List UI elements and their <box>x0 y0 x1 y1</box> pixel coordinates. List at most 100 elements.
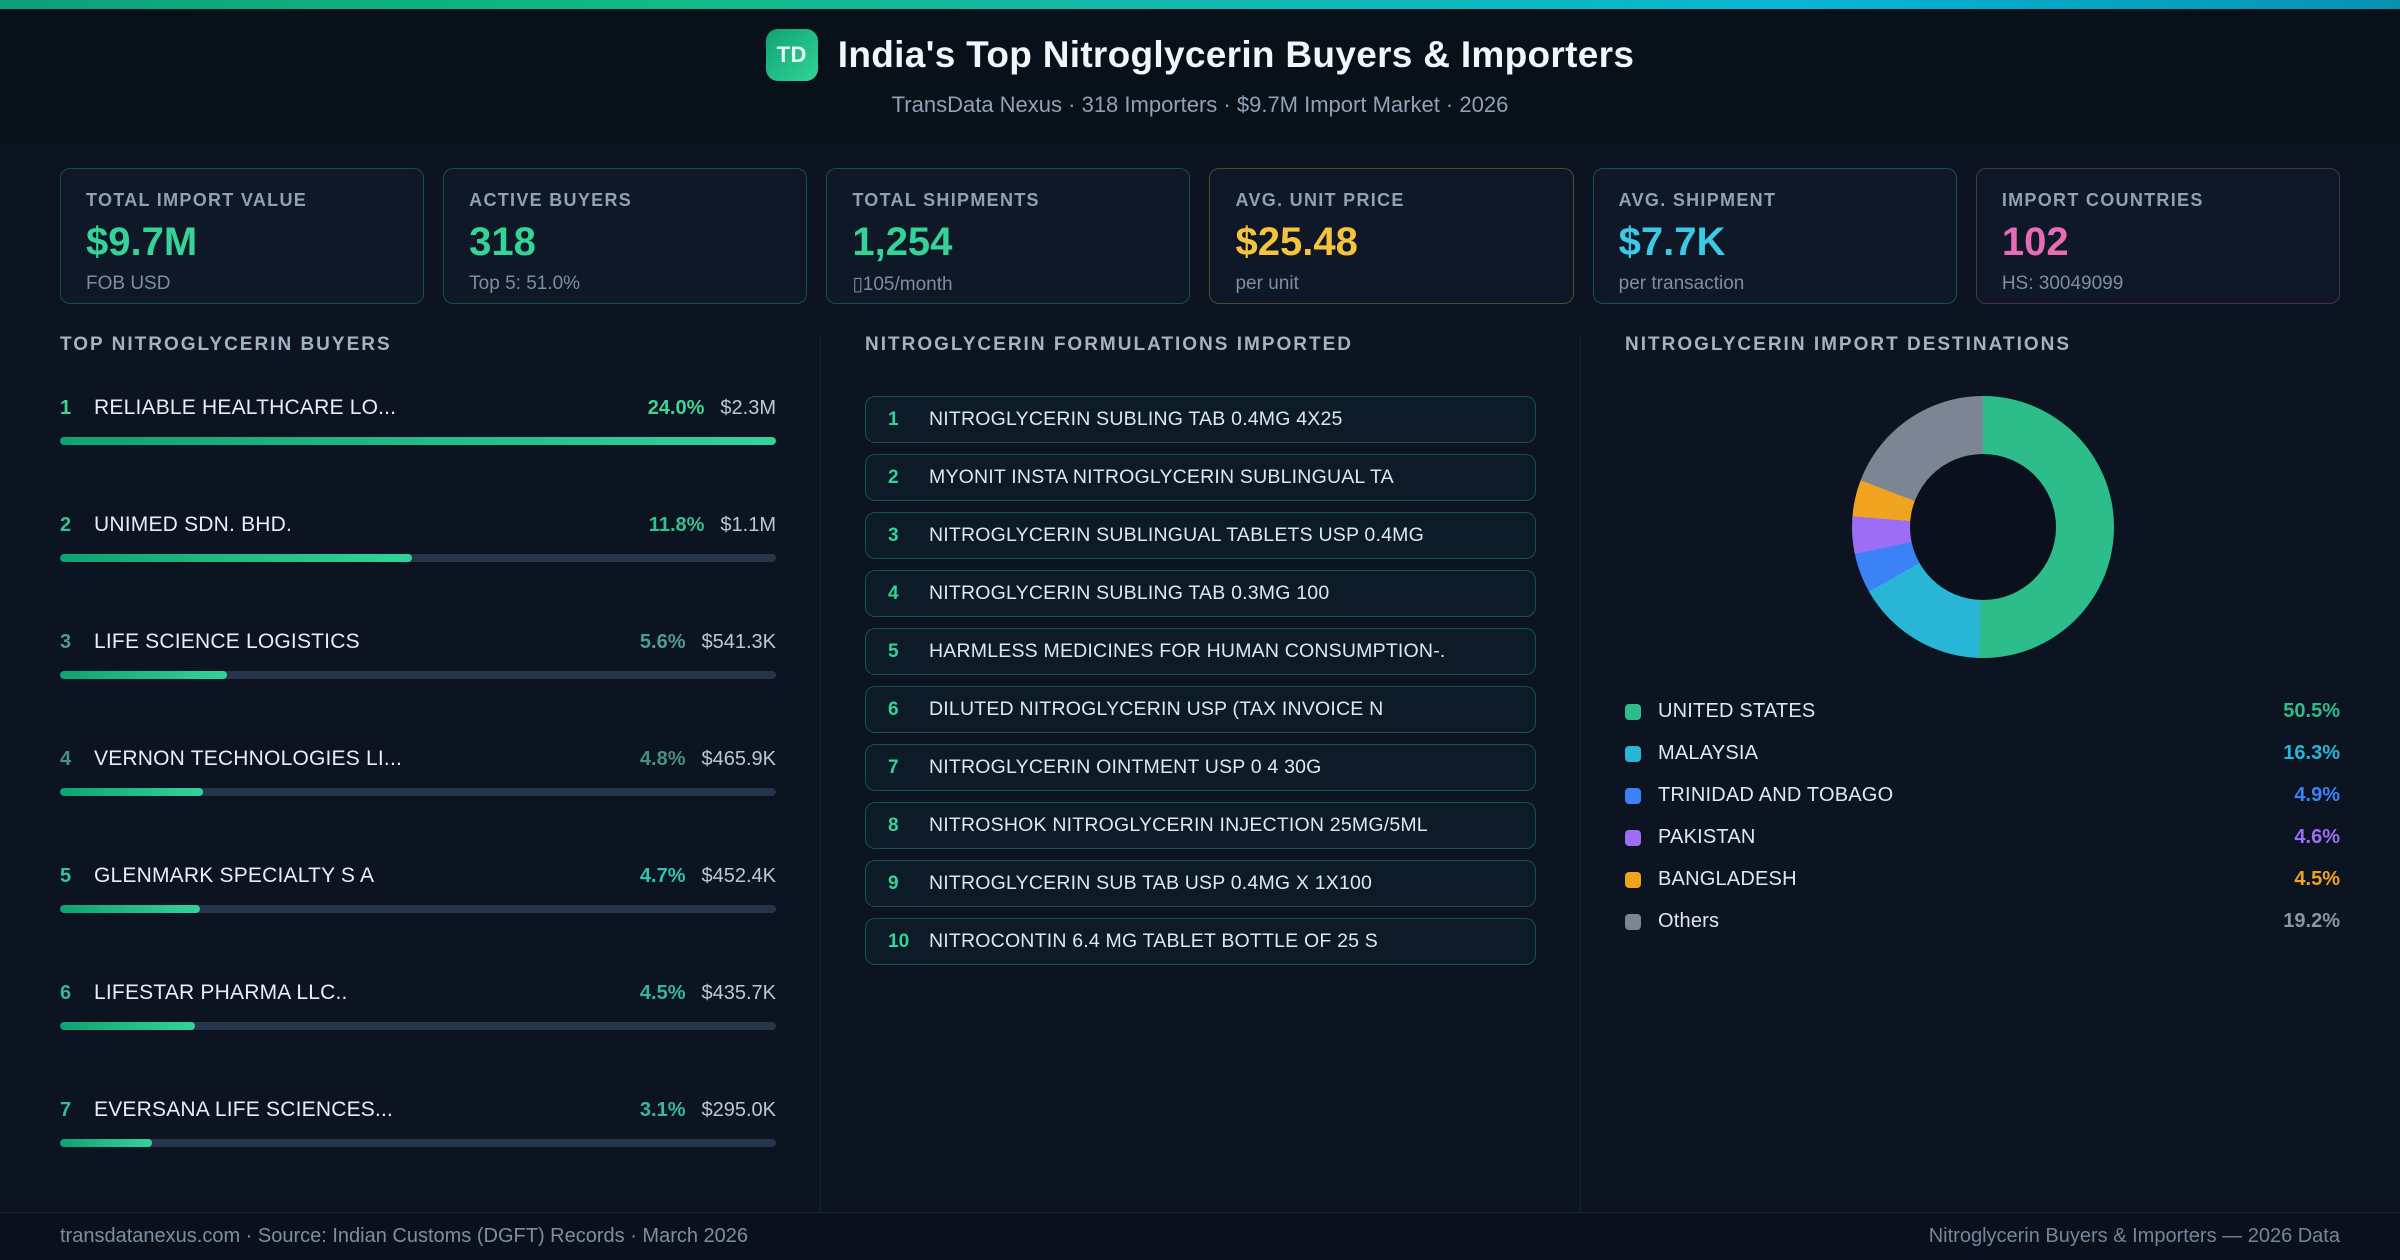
kpi-active-buyers: ACTIVE BUYERS 318 Top 5: 51.0% <box>443 168 808 304</box>
kpi-subtext: Top 5: 51.0% <box>469 273 581 294</box>
kpi-total-shipments: TOTAL SHIPMENTS 1,254 ▯105/month <box>826 168 1191 304</box>
legend-pct: 4.6% <box>2294 826 2340 848</box>
buyer-share-pct: 3.1% <box>639 1099 686 1121</box>
kpi-subtext: FOB USD <box>86 273 171 294</box>
buyer-bar-fill <box>60 671 227 679</box>
formulation-item: 7 NITROGLYCERIN OINTMENT USP 0 4 30G <box>865 744 1536 791</box>
buyer-bar-track <box>60 788 776 796</box>
formulation-item: 4 NITROGLYCERIN SUBLING TAB 0.3MG 100 <box>865 570 1536 617</box>
formulation-name: MYONIT INSTA NITROGLYCERIN SUBLINGUAL TA <box>929 466 1394 488</box>
legend-label: MALAYSIA <box>1658 742 1759 764</box>
top-accent-bar <box>0 0 2400 9</box>
buyer-rank: 7 <box>60 1099 72 1121</box>
buyer-bar-track <box>60 671 776 679</box>
formulation-item: 8 NITROSHOK NITROGLYCERIN INJECTION 25MG… <box>865 802 1536 849</box>
buyer-value: $295.0K <box>701 1099 776 1121</box>
buyer-row: 4 VERNON TECHNOLOGIES LI... 4.8% $465.9K <box>60 747 776 796</box>
kpi-value: 102 <box>2001 220 2069 264</box>
formulation-name: NITROGLYCERIN SUB TAB USP 0.4MG X 1X100 <box>929 872 1373 894</box>
formulation-item: 9 NITROGLYCERIN SUB TAB USP 0.4MG X 1X10… <box>865 860 1536 907</box>
buyer-rank: 4 <box>60 748 72 770</box>
formulation-name: DILUTED NITROGLYCERIN USP (TAX INVOICE N <box>929 698 1384 720</box>
legend-item: MALAYSIA 16.3% <box>1625 742 2340 765</box>
formulation-item: 6 DILUTED NITROGLYCERIN USP (TAX INVOICE… <box>865 686 1536 733</box>
buyer-bar-fill <box>60 437 776 445</box>
kpi-value: $25.48 <box>1235 220 1358 264</box>
buyer-name: LIFESTAR PHARMA LLC.. <box>94 981 348 1004</box>
legend-swatch <box>1625 703 1641 720</box>
kpi-subtext: ▯105/month <box>852 274 953 295</box>
buyer-share-pct: 4.8% <box>639 748 686 770</box>
formulation-rank: 3 <box>888 524 899 546</box>
kpi-value: 318 <box>469 220 536 264</box>
legend-pct: 4.9% <box>2294 784 2340 806</box>
buyer-name: GLENMARK SPECIALTY S A <box>94 864 375 887</box>
legend-swatch <box>1625 787 1641 804</box>
buyer-row: 6 LIFESTAR PHARMA LLC.. 4.5% $435.7K <box>60 981 776 1030</box>
buyer-share-pct: 24.0% <box>647 397 705 419</box>
formulation-name: NITROSHOK NITROGLYCERIN INJECTION 25MG/5… <box>929 814 1428 836</box>
kpi-subtext: HS: 30049099 <box>2001 273 2124 294</box>
legend-pct: 16.3% <box>2283 742 2340 764</box>
legend-label: BANGLADESH <box>1658 868 1797 890</box>
buyer-share-pct: 4.5% <box>639 982 686 1004</box>
kpi-avg-unit-price: AVG. UNIT PRICE $25.48 per unit <box>1209 168 1574 304</box>
main-content: TOP NITROGLYCERIN BUYERS 1 RELIABLE HEAL… <box>0 304 2400 1212</box>
buyer-name: LIFE SCIENCE LOGISTICS <box>94 630 360 653</box>
legend-item: BANGLADESH 4.5% <box>1625 868 2340 891</box>
formulation-name: NITROGLYCERIN SUBLING TAB 0.4MG 4X25 <box>929 408 1343 430</box>
formulation-name: NITROGLYCERIN SUBLING TAB 0.3MG 100 <box>929 582 1330 604</box>
legend-item: TRINIDAD AND TOBAGO 4.9% <box>1625 784 2340 807</box>
buyer-share-pct: 11.8% <box>648 514 705 536</box>
formulation-name: NITROGLYCERIN SUBLINGUAL TABLETS USP 0.4… <box>929 524 1424 546</box>
legend-item: PAKISTAN 4.6% <box>1625 826 2340 849</box>
formulation-name: NITROCONTIN 6.4 MG TABLET BOTTLE OF 25 S <box>929 930 1379 952</box>
buyer-bar-fill <box>60 905 201 913</box>
kpi-label: TOTAL SHIPMENTS <box>852 190 1040 210</box>
kpi-subtext: per unit <box>1235 273 1299 294</box>
legend-label: PAKISTAN <box>1658 826 1756 848</box>
legend-pct: 19.2% <box>2283 910 2340 932</box>
formulation-item: 10 NITROCONTIN 6.4 MG TABLET BOTTLE OF 2… <box>865 918 1536 965</box>
legend-swatch <box>1625 829 1641 846</box>
footer-report-text: Nitroglycerin Buyers & Importers — 2026 … <box>1928 1225 2340 1247</box>
kpi-row: TOTAL IMPORT VALUE $9.7M FOB USD ACTIVE … <box>0 144 2400 304</box>
formulation-item: 5 HARMLESS MEDICINES FOR HUMAN CONSUMPTI… <box>865 628 1536 675</box>
section-title-buyers: TOP NITROGLYCERIN BUYERS <box>60 334 392 355</box>
legend-label: Others <box>1658 910 1720 932</box>
kpi-total-import-value: TOTAL IMPORT VALUE $9.7M FOB USD <box>60 168 425 304</box>
destinations-legend: UNITED STATES 50.5% MALAYSIA 16.3% TRINI… <box>1625 700 2340 933</box>
legend-swatch <box>1625 913 1641 930</box>
buyer-value: $435.7K <box>701 982 776 1004</box>
buyer-name: VERNON TECHNOLOGIES LI... <box>94 747 403 770</box>
buyer-value: $1.1M <box>720 514 776 536</box>
kpi-label: AVG. SHIPMENT <box>1618 190 1777 210</box>
donut-chart <box>1851 396 2114 658</box>
kpi-subtext: per transaction <box>1618 273 1745 294</box>
formulation-rank: 10 <box>888 930 910 952</box>
buyer-bar-fill <box>60 1139 153 1147</box>
formulation-rank: 2 <box>888 466 899 488</box>
buyer-row: 7 EVERSANA LIFE SCIENCES... 3.1% $295.0K <box>60 1098 776 1147</box>
formulation-item: 1 NITROGLYCERIN SUBLING TAB 0.4MG 4X25 <box>865 396 1536 443</box>
formulations-panel: NITROGLYCERIN FORMULATIONS IMPORTED 1 NI… <box>820 334 1580 1212</box>
legend-swatch <box>1625 745 1641 762</box>
buyer-bar-track <box>60 554 776 562</box>
formulation-rank: 9 <box>888 872 899 894</box>
buyer-name: UNIMED SDN. BHD. <box>94 513 293 536</box>
legend-item: Others 19.2% <box>1625 910 2340 933</box>
footer-source-text: transdatanexus.com · Source: Indian Cust… <box>60 1225 749 1247</box>
buyer-bar-track <box>60 905 776 913</box>
buyer-bar-fill <box>60 788 204 796</box>
formulation-rank: 8 <box>888 814 899 836</box>
formulation-name: HARMLESS MEDICINES FOR HUMAN CONSUMPTION… <box>929 640 1446 662</box>
page-subtitle: TransData Nexus · 318 Importers · $9.7M … <box>891 92 1509 117</box>
kpi-label: IMPORT COUNTRIES <box>2001 190 2204 210</box>
legend-label: UNITED STATES <box>1658 700 1816 722</box>
buyer-rank: 1 <box>60 397 72 419</box>
formulation-item: 2 MYONIT INSTA NITROGLYCERIN SUBLINGUAL … <box>865 454 1536 501</box>
formulation-rank: 6 <box>888 698 899 720</box>
buyer-name: RELIABLE HEALTHCARE LO... <box>94 396 397 419</box>
legend-pct: 4.5% <box>2294 868 2340 890</box>
